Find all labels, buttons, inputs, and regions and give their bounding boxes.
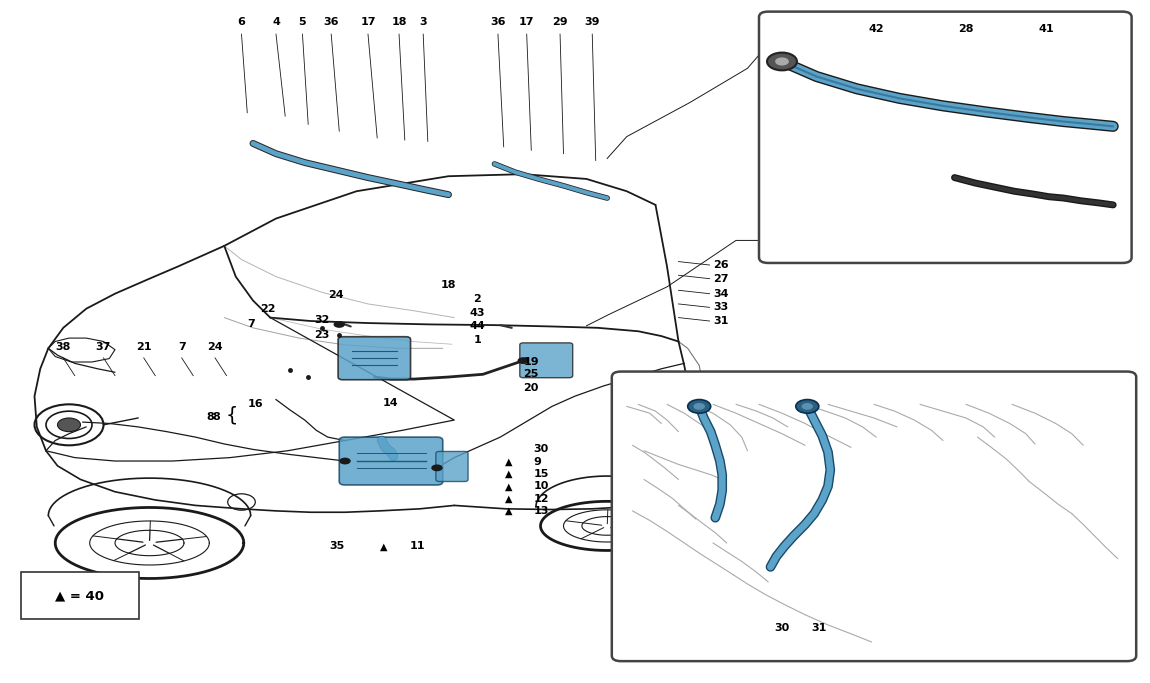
- Text: 30: 30: [534, 445, 549, 454]
- FancyBboxPatch shape: [436, 451, 468, 482]
- Text: ▲: ▲: [505, 494, 512, 503]
- Text: 3: 3: [420, 17, 427, 27]
- Text: 8: 8: [213, 412, 220, 421]
- Text: 7: 7: [247, 320, 254, 329]
- Text: ▲: ▲: [505, 482, 512, 491]
- Text: 18: 18: [391, 17, 407, 27]
- Circle shape: [693, 403, 705, 410]
- Circle shape: [767, 53, 797, 70]
- Text: 37: 37: [95, 342, 112, 352]
- Text: 16: 16: [247, 400, 263, 409]
- Text: 44: 44: [469, 322, 485, 331]
- Text: 25: 25: [523, 370, 539, 379]
- Circle shape: [518, 357, 529, 364]
- Text: 2: 2: [474, 294, 481, 304]
- Circle shape: [796, 400, 819, 413]
- Circle shape: [775, 57, 789, 66]
- Text: 12: 12: [534, 494, 549, 503]
- Text: 32: 32: [314, 315, 330, 324]
- Text: 8: 8: [207, 412, 214, 421]
- Circle shape: [431, 464, 443, 471]
- Text: 34: 34: [713, 289, 728, 298]
- Text: 15: 15: [534, 469, 549, 479]
- Text: 9: 9: [534, 457, 542, 466]
- FancyBboxPatch shape: [520, 343, 573, 378]
- Text: 14: 14: [383, 398, 399, 408]
- Circle shape: [688, 400, 711, 413]
- Circle shape: [339, 458, 351, 464]
- Circle shape: [802, 403, 813, 410]
- FancyBboxPatch shape: [339, 437, 443, 485]
- Text: 36: 36: [490, 17, 506, 27]
- FancyBboxPatch shape: [612, 372, 1136, 661]
- Text: 35: 35: [329, 542, 344, 551]
- Text: 31: 31: [811, 624, 827, 633]
- Text: 19: 19: [523, 357, 539, 367]
- Text: ▲: ▲: [505, 506, 512, 516]
- Text: ▲: ▲: [505, 457, 512, 466]
- Text: 26: 26: [713, 260, 729, 270]
- Text: 28: 28: [958, 24, 974, 33]
- Text: 22: 22: [260, 304, 276, 313]
- FancyBboxPatch shape: [759, 12, 1132, 263]
- Text: ▲: ▲: [505, 469, 512, 479]
- Text: 30: 30: [774, 624, 790, 633]
- Text: 33: 33: [713, 303, 728, 312]
- Text: 13: 13: [534, 506, 549, 516]
- FancyBboxPatch shape: [21, 572, 139, 619]
- FancyBboxPatch shape: [338, 337, 411, 380]
- Text: 6: 6: [238, 17, 245, 27]
- Text: 39: 39: [584, 17, 600, 27]
- Text: 36: 36: [323, 17, 339, 27]
- Text: 7: 7: [178, 342, 185, 352]
- Text: 4: 4: [273, 17, 279, 27]
- Text: 1: 1: [474, 335, 481, 345]
- Text: ▲: ▲: [381, 542, 388, 551]
- Circle shape: [334, 321, 345, 328]
- Text: {: {: [225, 406, 238, 425]
- Text: 31: 31: [713, 316, 728, 326]
- Circle shape: [58, 418, 80, 432]
- Text: 5: 5: [299, 17, 306, 27]
- Text: 42: 42: [868, 24, 884, 33]
- Text: 43: 43: [469, 308, 485, 318]
- Text: 41: 41: [1038, 24, 1055, 33]
- Text: 21: 21: [136, 342, 152, 352]
- Text: 38: 38: [55, 342, 71, 352]
- Text: 18: 18: [440, 281, 457, 290]
- Text: 20: 20: [523, 383, 539, 393]
- Text: ▲ = 40: ▲ = 40: [55, 589, 105, 602]
- Text: 24: 24: [207, 342, 223, 352]
- Text: 29: 29: [552, 17, 568, 27]
- Text: 10: 10: [534, 482, 549, 491]
- Text: 23: 23: [314, 330, 330, 339]
- Text: 27: 27: [713, 274, 728, 283]
- Text: 17: 17: [360, 17, 376, 27]
- Text: 24: 24: [328, 290, 344, 300]
- Text: 17: 17: [519, 17, 535, 27]
- Text: 11: 11: [409, 542, 424, 551]
